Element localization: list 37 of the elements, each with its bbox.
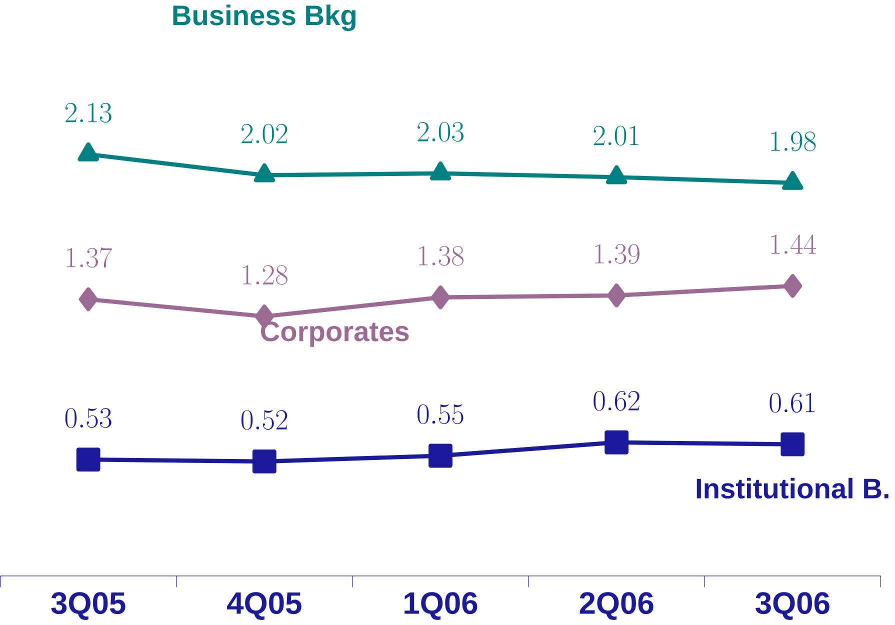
x-tick-label: 4Q05	[227, 592, 302, 620]
point	[76, 448, 100, 472]
data-label: 2.01	[594, 126, 638, 146]
x-tick-label: 1Q06	[404, 592, 478, 620]
data-label: 1 .38	[419, 246, 464, 266]
data-label: 1 .39	[595, 244, 640, 264]
data-label: 0.62	[594, 391, 640, 411]
data-label: 1 .98	[771, 132, 816, 152]
x-tick-label: 3Q05	[51, 592, 126, 620]
point	[78, 142, 99, 162]
x-tick-label: 2Q06	[580, 592, 654, 620]
data-label: 1 .37	[66, 248, 112, 268]
data-label: 0.52	[241, 410, 288, 430]
data-label: 1 .44	[771, 234, 816, 254]
data-label: 0.53	[65, 408, 112, 428]
x-tick-label: 3Q06	[756, 592, 830, 620]
series-label: Institutional B.	[696, 478, 888, 499]
point	[607, 284, 626, 308]
point	[780, 432, 805, 456]
point	[431, 286, 450, 310]
text: Business Bkg	[173, 4, 356, 32]
point	[606, 165, 628, 184]
data-label: 0.61	[770, 393, 814, 413]
data-label: 2.03	[418, 122, 464, 142]
series-label: Corporates	[260, 322, 409, 348]
data-label: 2. 13	[65, 103, 112, 123]
point	[430, 162, 452, 181]
point	[78, 288, 98, 312]
point	[252, 450, 276, 474]
point	[254, 164, 276, 183]
data-label: 0.55	[418, 404, 464, 424]
point	[782, 171, 804, 190]
point	[604, 430, 629, 455]
data-label: 1 .28	[242, 265, 288, 286]
data-label: 2.02	[242, 124, 288, 144]
point	[783, 274, 802, 298]
point	[428, 444, 452, 468]
